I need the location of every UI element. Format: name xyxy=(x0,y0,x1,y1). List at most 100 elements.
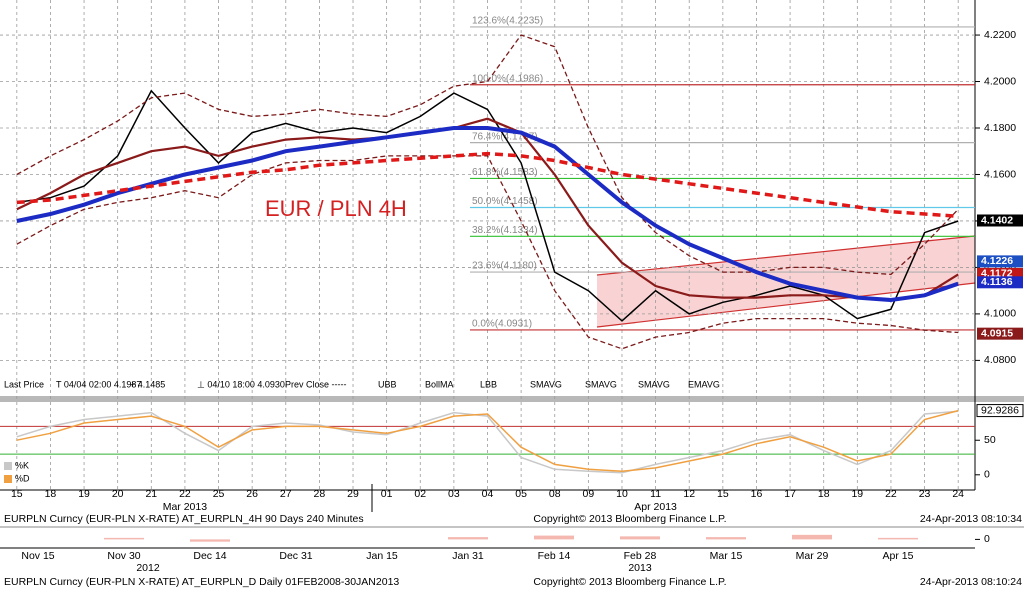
legend-item: ⊥ 04/10 18:00 4.0930 xyxy=(197,379,285,389)
footer-text: Copyright© 2013 Bloomberg Finance L.P. xyxy=(533,576,726,588)
fib-label: 123.6%(4.2235) xyxy=(472,16,543,27)
series-line xyxy=(16,89,959,322)
period-label: Mar 2013 xyxy=(163,501,208,513)
area-bar xyxy=(620,536,660,540)
x-tick-label: 25 xyxy=(213,488,225,500)
x-tick-label: 17 xyxy=(784,488,796,500)
legend-item: EMAVG xyxy=(688,379,720,389)
x-tick-label: 04 xyxy=(482,488,494,500)
x-tick-label: 18 xyxy=(818,488,830,500)
x-tick-label: 20 xyxy=(112,488,124,500)
area-bar xyxy=(534,535,574,540)
y-tick-label: 0 xyxy=(984,533,990,545)
legend-item: T 04/04 02:00 4.1987 xyxy=(56,379,141,389)
panel-divider xyxy=(0,396,1024,402)
x-tick-label: Nov 15 xyxy=(21,550,54,562)
y-tick-label: 4.0800 xyxy=(984,354,1016,366)
x-tick-label: 10 xyxy=(616,488,628,500)
series-line xyxy=(16,409,959,473)
x-tick-label: 29 xyxy=(347,488,359,500)
legend-item: SMAVG xyxy=(585,379,617,389)
price-marker-label: 4.1402 xyxy=(981,214,1013,226)
area-bar xyxy=(190,539,230,542)
price-marker xyxy=(977,276,1023,289)
series-line xyxy=(16,155,959,350)
x-tick-label: 02 xyxy=(414,488,426,500)
x-tick-label: 28 xyxy=(314,488,326,500)
x-tick-label: 03 xyxy=(448,488,460,500)
x-tick-label: Jan 15 xyxy=(366,550,398,562)
last-value-label: 92.9286 xyxy=(981,404,1019,416)
x-tick-label: 22 xyxy=(179,488,191,500)
legend-item: SMAVG xyxy=(530,379,562,389)
x-tick-label: 15 xyxy=(717,488,729,500)
last-value-box xyxy=(976,404,1024,418)
period-label: Apr 2013 xyxy=(634,501,677,513)
x-tick-label: 22 xyxy=(885,488,897,500)
x-tick-label: 09 xyxy=(583,488,595,500)
channel-bottom xyxy=(596,282,976,328)
legend-item: Last Price xyxy=(4,379,44,389)
x-tick-label: 24 xyxy=(952,488,964,500)
x-tick-label: 11 xyxy=(650,488,661,500)
legend-swatch xyxy=(4,475,12,483)
x-tick-label: Mar 29 xyxy=(796,550,829,562)
footer-text: 24-Apr-2013 08:10:24 xyxy=(920,576,1022,588)
y-tick-label: 0 xyxy=(984,469,990,481)
fib-label: 0.0%(4.0931) xyxy=(472,319,532,330)
y-tick-label: 4.2200 xyxy=(984,29,1016,41)
chart-title: EUR / PLN 4H xyxy=(265,196,407,221)
fib-label: 100.0%(4.1986) xyxy=(472,73,543,84)
x-tick-label: Nov 30 xyxy=(107,550,140,562)
fib-label: 38.2%(4.1334) xyxy=(472,225,538,236)
series-line xyxy=(16,126,959,303)
area-bar xyxy=(104,537,144,540)
x-tick-label: Feb 28 xyxy=(624,550,657,562)
x-tick-label: Feb 14 xyxy=(538,550,571,562)
x-tick-label: Mar 15 xyxy=(710,550,743,562)
x-tick-label: Dec 31 xyxy=(279,550,312,562)
x-tick-label: 19 xyxy=(851,488,863,500)
fib-label: 61.8%(4.1583) xyxy=(472,167,538,178)
x-tick-label: 12 xyxy=(683,488,695,500)
x-tick-label: Dec 14 xyxy=(193,550,226,562)
x-tick-label: 26 xyxy=(246,488,258,500)
x-tick-label: 19 xyxy=(78,488,90,500)
x-tick-label: 15 xyxy=(11,488,23,500)
x-tick-label: 08 xyxy=(549,488,561,500)
footer-text: 24-Apr-2013 08:10:34 xyxy=(920,513,1022,525)
price-marker xyxy=(977,255,1023,268)
channel-top xyxy=(596,235,976,276)
legend-item: + 4.1485 xyxy=(130,379,165,389)
series-line xyxy=(16,117,959,302)
x-tick-label: 23 xyxy=(919,488,931,500)
price-marker-label: 4.0915 xyxy=(981,327,1013,339)
year-label: 2013 xyxy=(628,562,652,574)
year-label: 2012 xyxy=(136,562,160,574)
area-bar xyxy=(878,537,918,540)
price-marker xyxy=(977,214,1023,227)
y-tick-label: 4.2000 xyxy=(984,75,1016,87)
series-line xyxy=(16,151,959,219)
price-marker-label: 4.1136 xyxy=(981,276,1013,288)
fib-label: 50.0%(4.1458) xyxy=(472,196,538,207)
x-tick-label: 27 xyxy=(280,488,292,500)
x-tick-label: 21 xyxy=(145,488,157,500)
area-bar xyxy=(448,537,488,540)
y-tick-label: 50 xyxy=(984,434,996,446)
legend-item: Prev Close ----- xyxy=(285,379,347,389)
x-tick-label: 16 xyxy=(751,488,763,500)
fib-label: 23.6%(4.1180) xyxy=(472,261,537,272)
legend-item: %D xyxy=(15,473,30,483)
y-tick-label: 4.1800 xyxy=(984,122,1016,134)
x-tick-label: Jan 31 xyxy=(452,550,484,562)
footer-text: EURPLN Curncy (EUR-PLN X-RATE) AT_EURPLN… xyxy=(4,576,399,588)
x-tick-label: Apr 15 xyxy=(883,550,914,562)
price-marker-label: 4.1226 xyxy=(981,255,1013,267)
x-tick-label: 18 xyxy=(45,488,57,500)
x-tick-label: 05 xyxy=(515,488,527,500)
y-tick-label: 4.1600 xyxy=(984,168,1016,180)
legend-swatch xyxy=(4,462,12,470)
legend-item: SMAVG xyxy=(638,379,670,389)
